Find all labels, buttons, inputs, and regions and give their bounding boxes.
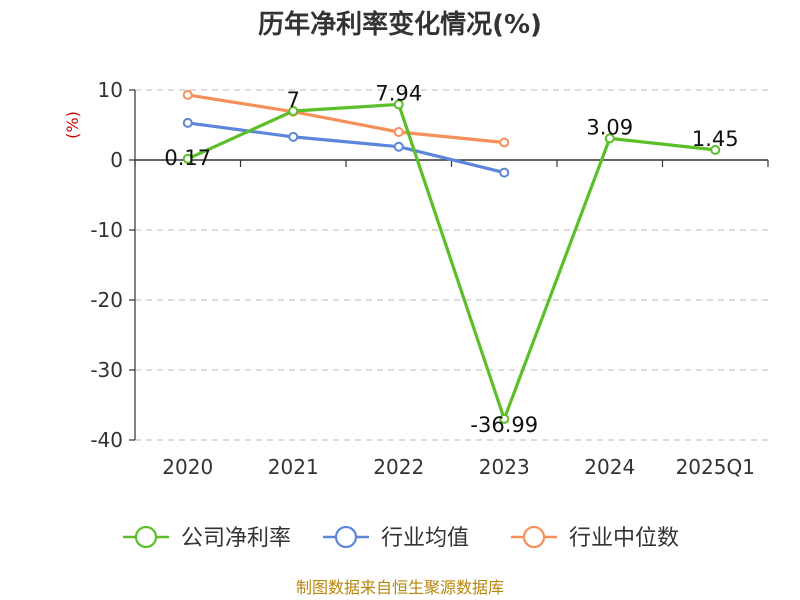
source-note: 制图数据来自恒生聚源数据库 <box>296 578 504 597</box>
data-point <box>499 167 510 178</box>
data-label: 0.17 <box>164 146 211 170</box>
legend-marker <box>522 525 546 549</box>
y-tick-label: -20 <box>90 288 123 312</box>
legend-item-0: 公司净利率 <box>123 525 291 551</box>
legend: 公司净利率 行业均值 行业中位数 <box>123 525 679 551</box>
y-tick-label: 0 <box>110 148 123 172</box>
y-tick-labels: 10 0 -10 -20 -30 -40 <box>90 78 123 452</box>
data-point <box>182 117 193 128</box>
data-point <box>393 99 404 110</box>
x-tick-label: 2025Q1 <box>676 455 755 479</box>
x-tick-label: 2024 <box>584 455 635 479</box>
data-point <box>604 133 615 144</box>
data-label: 7.94 <box>375 81 422 105</box>
x-tick-labels: 2020 2021 2022 2023 2024 2025Q1 <box>162 455 755 479</box>
data-label: 7 <box>287 88 300 112</box>
data-point <box>499 137 510 148</box>
data-point <box>499 413 510 424</box>
data-point <box>393 127 404 137</box>
series-1 <box>182 117 510 178</box>
data-labels: 0.17 7 7.94 -36.99 3.09 1.45 <box>164 81 738 437</box>
y-tick-label: -30 <box>90 358 123 382</box>
data-point <box>393 141 404 152</box>
data-label: -36.99 <box>470 413 538 437</box>
series-line <box>187 93 505 145</box>
y-tick-label: 10 <box>98 78 123 102</box>
data-point <box>710 144 721 155</box>
data-point <box>182 89 193 100</box>
x-tick-label: 2021 <box>268 455 319 479</box>
legend-label: 行业均值 <box>381 526 469 551</box>
y-tick-label: -10 <box>90 218 123 242</box>
x-tick-label: 2022 <box>373 455 424 479</box>
legend-item-2: 行业中位数 <box>511 525 679 551</box>
series-line <box>187 102 716 421</box>
data-point <box>288 131 299 142</box>
series-line <box>187 121 505 175</box>
legend-marker <box>334 525 358 549</box>
data-point <box>182 153 193 164</box>
data-label: 3.09 <box>586 115 633 139</box>
legend-label: 公司净利率 <box>181 526 291 551</box>
legend-marker <box>134 525 158 549</box>
y-tick-label: -40 <box>90 428 123 452</box>
legend-label: 行业中位数 <box>569 526 679 551</box>
data-label: 1.45 <box>692 127 739 151</box>
y-axis-label: (%) <box>63 111 82 139</box>
data-point <box>288 106 299 116</box>
legend-item-1: 行业均值 <box>323 525 469 551</box>
x-tick-label: 2023 <box>479 455 530 479</box>
x-tick-label: 2020 <box>162 455 213 479</box>
series-0 <box>182 99 721 424</box>
series-group <box>182 89 721 424</box>
chart-title: 历年净利率变化情况(%) <box>258 9 542 40</box>
